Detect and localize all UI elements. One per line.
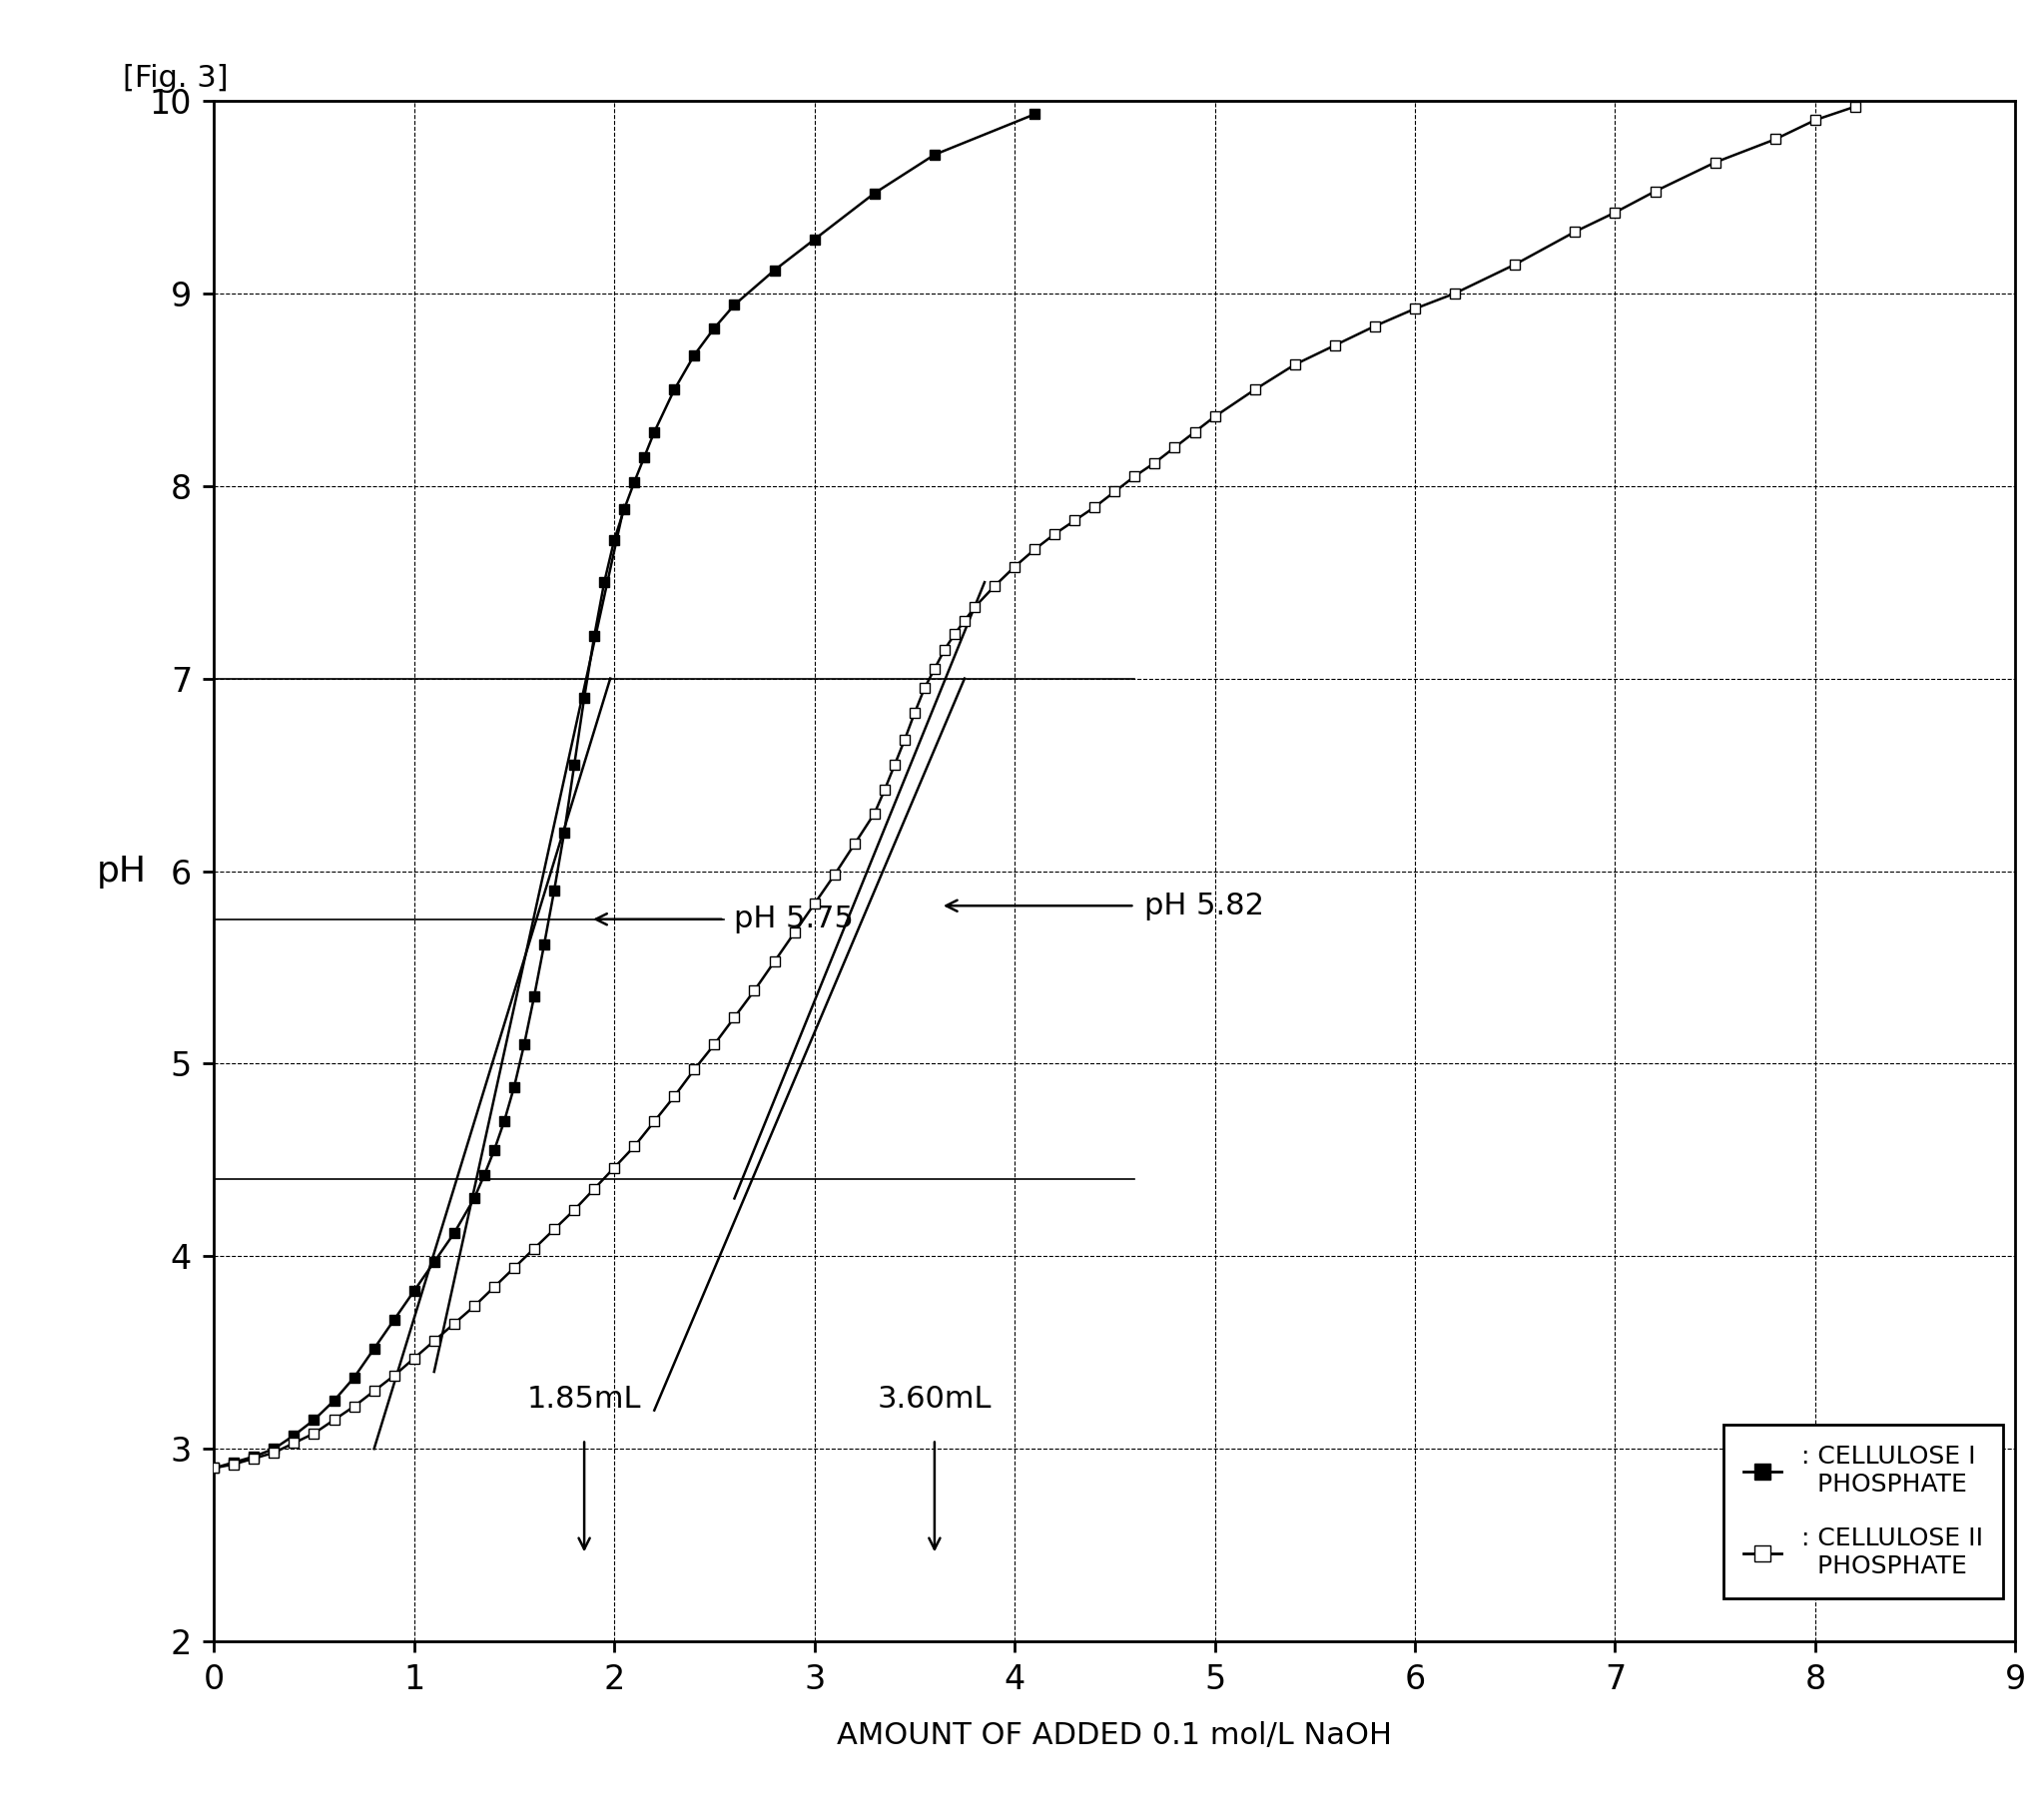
Text: [Fig. 3]: [Fig. 3]	[122, 64, 229, 93]
X-axis label: AMOUNT OF ADDED 0.1 mol/L NaOH: AMOUNT OF ADDED 0.1 mol/L NaOH	[837, 1722, 1392, 1751]
Text: 1.85mL: 1.85mL	[527, 1385, 641, 1414]
Text: 3.60mL: 3.60mL	[878, 1385, 992, 1414]
Text: pH 5.82: pH 5.82	[1145, 892, 1265, 921]
Y-axis label: pH: pH	[96, 854, 147, 888]
Text: pH 5.75: pH 5.75	[735, 905, 853, 934]
Legend: : CELLULOSE I
  PHOSPHATE, : CELLULOSE II
  PHOSPHATE: : CELLULOSE I PHOSPHATE, : CELLULOSE II …	[1725, 1425, 2002, 1598]
